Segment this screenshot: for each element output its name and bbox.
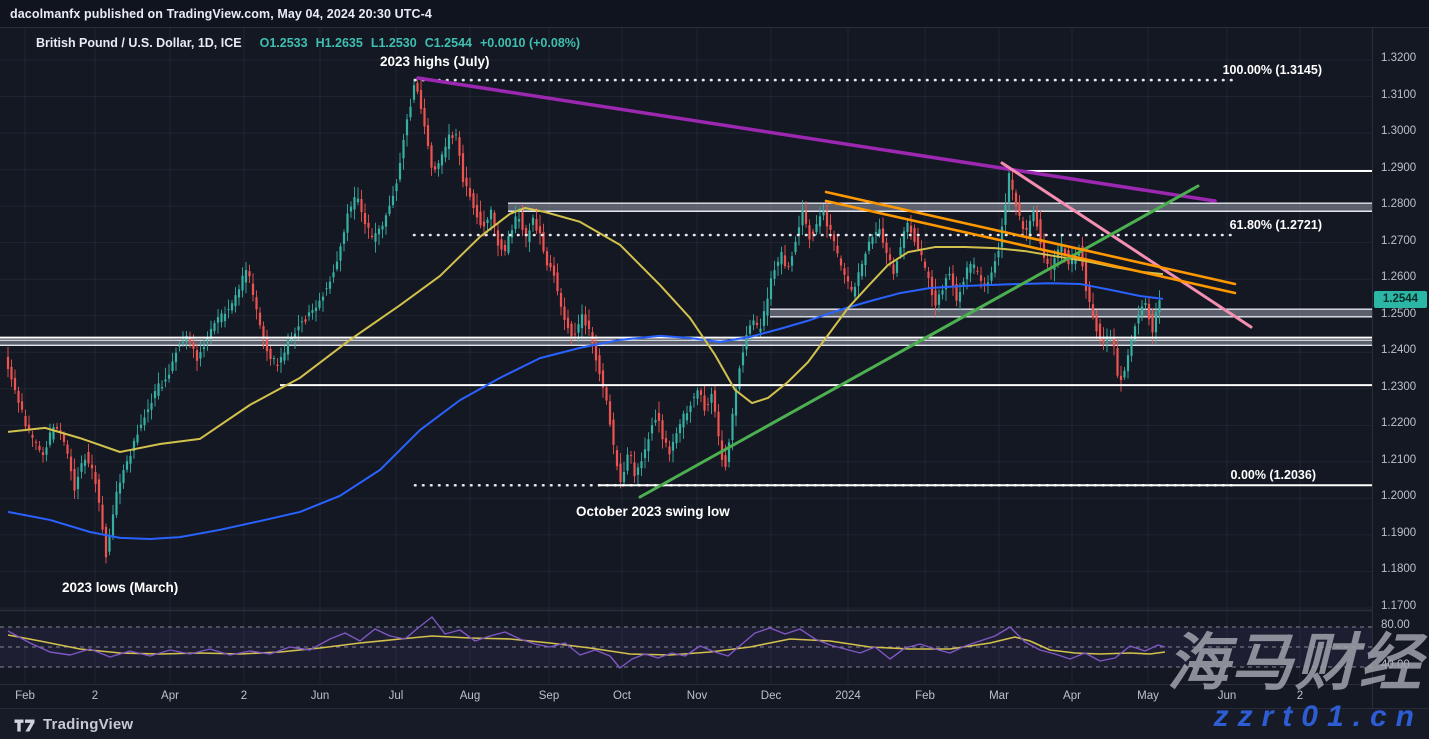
time-axis-label: Mar bbox=[989, 690, 1009, 702]
ohlc-open-label: O bbox=[259, 36, 270, 50]
time-axis-label: 2 bbox=[91, 690, 99, 702]
annotation-label: 2023 lows (March) bbox=[62, 580, 178, 595]
price-levels: 100.00% (1.3145) 61.80% (1.2721) 0.00% (1.… bbox=[0, 63, 1372, 487]
ohlc-high-value: 1.2635 bbox=[324, 36, 363, 50]
price-axis[interactable]: 1.3200 1.3100 1.3000 1.2900 1.2800 1.2700 1.26… bbox=[1372, 28, 1429, 708]
rsi-axis-label: 80.00 bbox=[1381, 619, 1410, 631]
publish-text: dacolmanfx published on TradingView.com,… bbox=[10, 6, 432, 21]
annotation-label: October 2023 swing low bbox=[576, 504, 730, 519]
trendline-green[interactable] bbox=[638, 184, 1200, 499]
fib-level-label: 61.80% (1.2721) bbox=[1230, 218, 1322, 232]
time-axis-label: Aug bbox=[459, 690, 481, 702]
tradingview-brand[interactable]: TradingView bbox=[43, 715, 134, 733]
price-axis-label: 1.2600 bbox=[1381, 271, 1417, 284]
price-axis-label: 1.2200 bbox=[1381, 417, 1417, 430]
price-axis-label: 1.1700 bbox=[1381, 599, 1417, 612]
time-axis-label: Apr bbox=[161, 690, 179, 702]
ohlc-low-label: L bbox=[370, 36, 379, 50]
time-axis-label: 2 bbox=[1296, 690, 1304, 702]
fib-level-label: 100.00% (1.3145) bbox=[1223, 63, 1322, 77]
change-value: +0.0010 (+0.08%) bbox=[479, 36, 581, 50]
price-axis-label: 1.2400 bbox=[1381, 344, 1417, 357]
price-axis-label: 1.1900 bbox=[1381, 526, 1417, 539]
time-axis-label: 2 bbox=[240, 690, 248, 702]
tradingview-logo-icon[interactable] bbox=[14, 716, 36, 732]
watermark-chinese-text: 海马财经 bbox=[1166, 629, 1423, 698]
time-axis-label: Feb bbox=[15, 690, 35, 702]
time-axis-label: 2024 bbox=[835, 690, 861, 702]
trendline-pink[interactable] bbox=[1000, 161, 1253, 329]
annotation-label: 2023 highs (July) bbox=[380, 54, 490, 69]
time-axis-label: Sep bbox=[538, 690, 560, 702]
ma-blue-line bbox=[7, 282, 1164, 540]
price-axis-label: 1.2800 bbox=[1381, 198, 1417, 211]
time-axis-label: May bbox=[1137, 690, 1159, 702]
time-axis-label: Feb bbox=[915, 690, 935, 702]
price-axis-label: 1.3000 bbox=[1381, 125, 1417, 138]
last-price-badge: 1.2544 bbox=[1374, 291, 1427, 308]
ohlc-close-label: C bbox=[424, 36, 434, 50]
watermark-url-text: zzrt01.cn bbox=[1213, 700, 1423, 733]
grid-lines bbox=[0, 28, 1372, 683]
ohlc-close-value: 1.2544 bbox=[433, 36, 472, 50]
time-axis-label: Jun bbox=[310, 690, 330, 702]
candlestick-chart-canvas[interactable]: 100.00% (1.3145) 61.80% (1.2721) 0.00% (1.… bbox=[0, 28, 1372, 684]
price-axis-label: 1.2500 bbox=[1381, 307, 1417, 320]
price-axis-label: 1.3100 bbox=[1381, 88, 1417, 101]
time-axis[interactable]: Feb 2 Apr 2 Jun Jul Aug Sep Oct Nov Dec 2024 Feb Mar A… bbox=[0, 684, 1372, 708]
price-axis-label: 1.2100 bbox=[1381, 453, 1417, 466]
annotations: 2023 highs (July) October 2023 swing low 2… bbox=[62, 54, 730, 595]
ma-yellow-line bbox=[7, 206, 1164, 453]
price-axis-label: 1.2000 bbox=[1381, 490, 1417, 503]
time-axis-label: Jul bbox=[388, 690, 404, 702]
time-axis-label: Apr bbox=[1063, 690, 1081, 702]
rsi-purple-line bbox=[7, 616, 1166, 669]
zone-1p2500 bbox=[770, 308, 1372, 318]
rsi-ma-yellow-line bbox=[7, 634, 1166, 656]
ohlc-high-label: H bbox=[315, 36, 325, 50]
price-axis-label: 1.3200 bbox=[1381, 52, 1417, 64]
time-axis-label: Dec bbox=[760, 690, 782, 702]
rsi-panel-background bbox=[0, 626, 1372, 668]
trendline-orange-upper[interactable] bbox=[824, 190, 1237, 286]
time-axis-label: Oct bbox=[613, 690, 631, 702]
price-axis-label: 1.2700 bbox=[1381, 234, 1417, 247]
time-axis-label: Nov bbox=[686, 690, 708, 702]
time-axis-label: Jun bbox=[1217, 690, 1237, 702]
fib-level-label: 0.00% (1.2036) bbox=[1231, 468, 1316, 482]
symbol-header: British Pound / U.S. Dollar, 1D, ICE O1.2… bbox=[36, 36, 580, 50]
price-axis-label: 1.2300 bbox=[1381, 380, 1417, 393]
ohlc-low-value: 1.2530 bbox=[378, 36, 417, 50]
trendline-orange-lower[interactable] bbox=[824, 199, 1237, 295]
ohlc-open-value: 1.2533 bbox=[269, 36, 308, 50]
support-resistance-zones bbox=[0, 202, 1372, 347]
rsi-axis-label: 40.00 bbox=[1381, 659, 1410, 671]
zone-1p2800 bbox=[508, 202, 1372, 212]
zone-1p2430 bbox=[0, 339, 1372, 347]
trendline-purple[interactable] bbox=[416, 76, 1217, 203]
publish-bar: dacolmanfx published on TradingView.com,… bbox=[0, 0, 1429, 28]
price-axis-label: 1.1800 bbox=[1381, 563, 1417, 576]
footer-bar: TradingView bbox=[0, 708, 1429, 739]
price-axis-label: 1.2900 bbox=[1381, 161, 1417, 174]
symbol-title: British Pound / U.S. Dollar, 1D, ICE bbox=[36, 36, 242, 50]
